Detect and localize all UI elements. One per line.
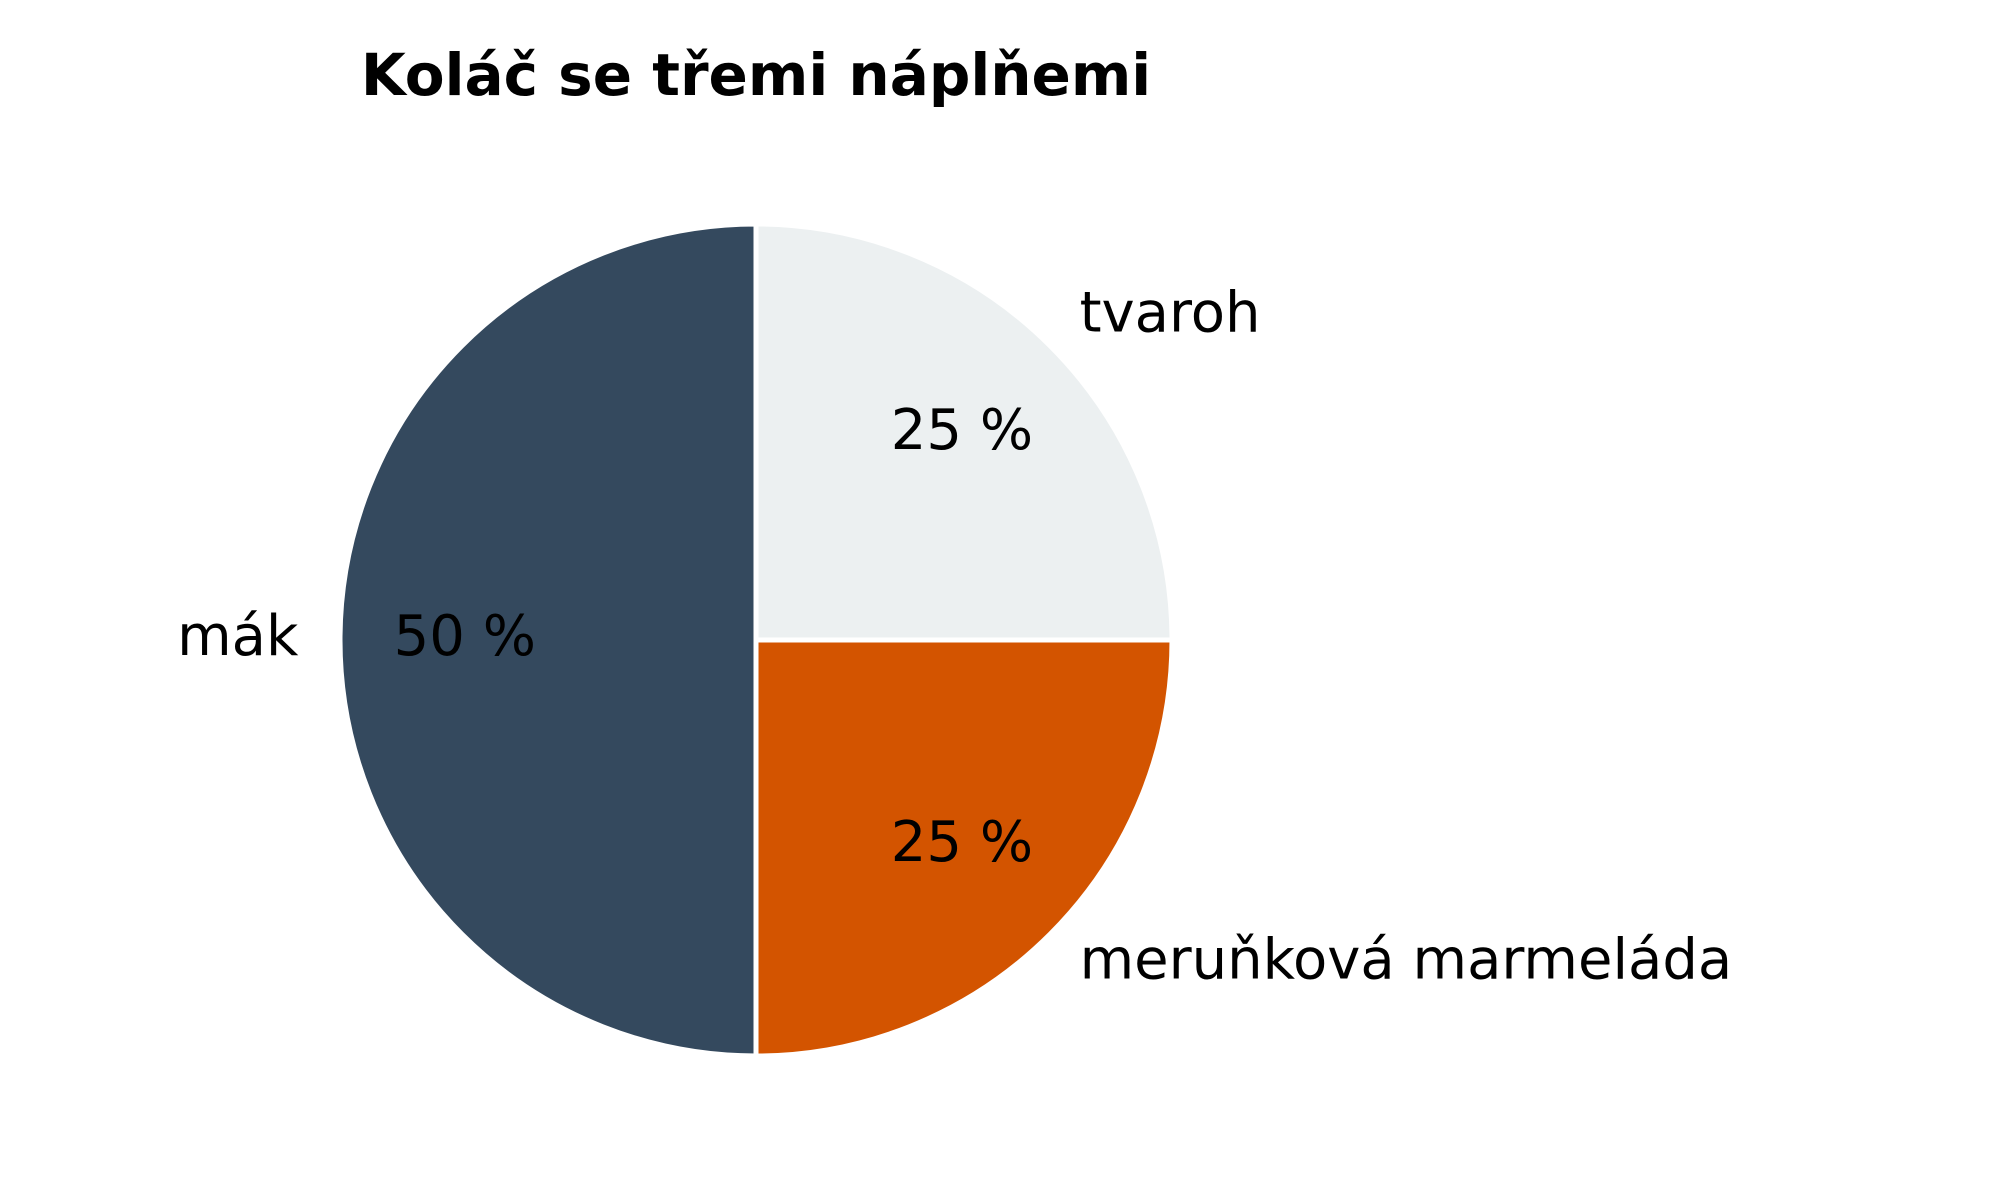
value-label: 50 %: [394, 604, 536, 669]
value-label: 25 %: [891, 810, 1033, 875]
slice-label: mák: [177, 604, 299, 669]
slice-label: meruňková marmeláda: [1080, 928, 1733, 993]
value-label: 25 %: [891, 398, 1033, 463]
slice-label: tvaroh: [1080, 281, 1261, 346]
pie-slice: [337, 221, 759, 1059]
chart-title: Koláč se třemi náplňemi: [361, 41, 1151, 109]
pie-slice: [753, 637, 1175, 1059]
pie-slice: [753, 221, 1175, 643]
